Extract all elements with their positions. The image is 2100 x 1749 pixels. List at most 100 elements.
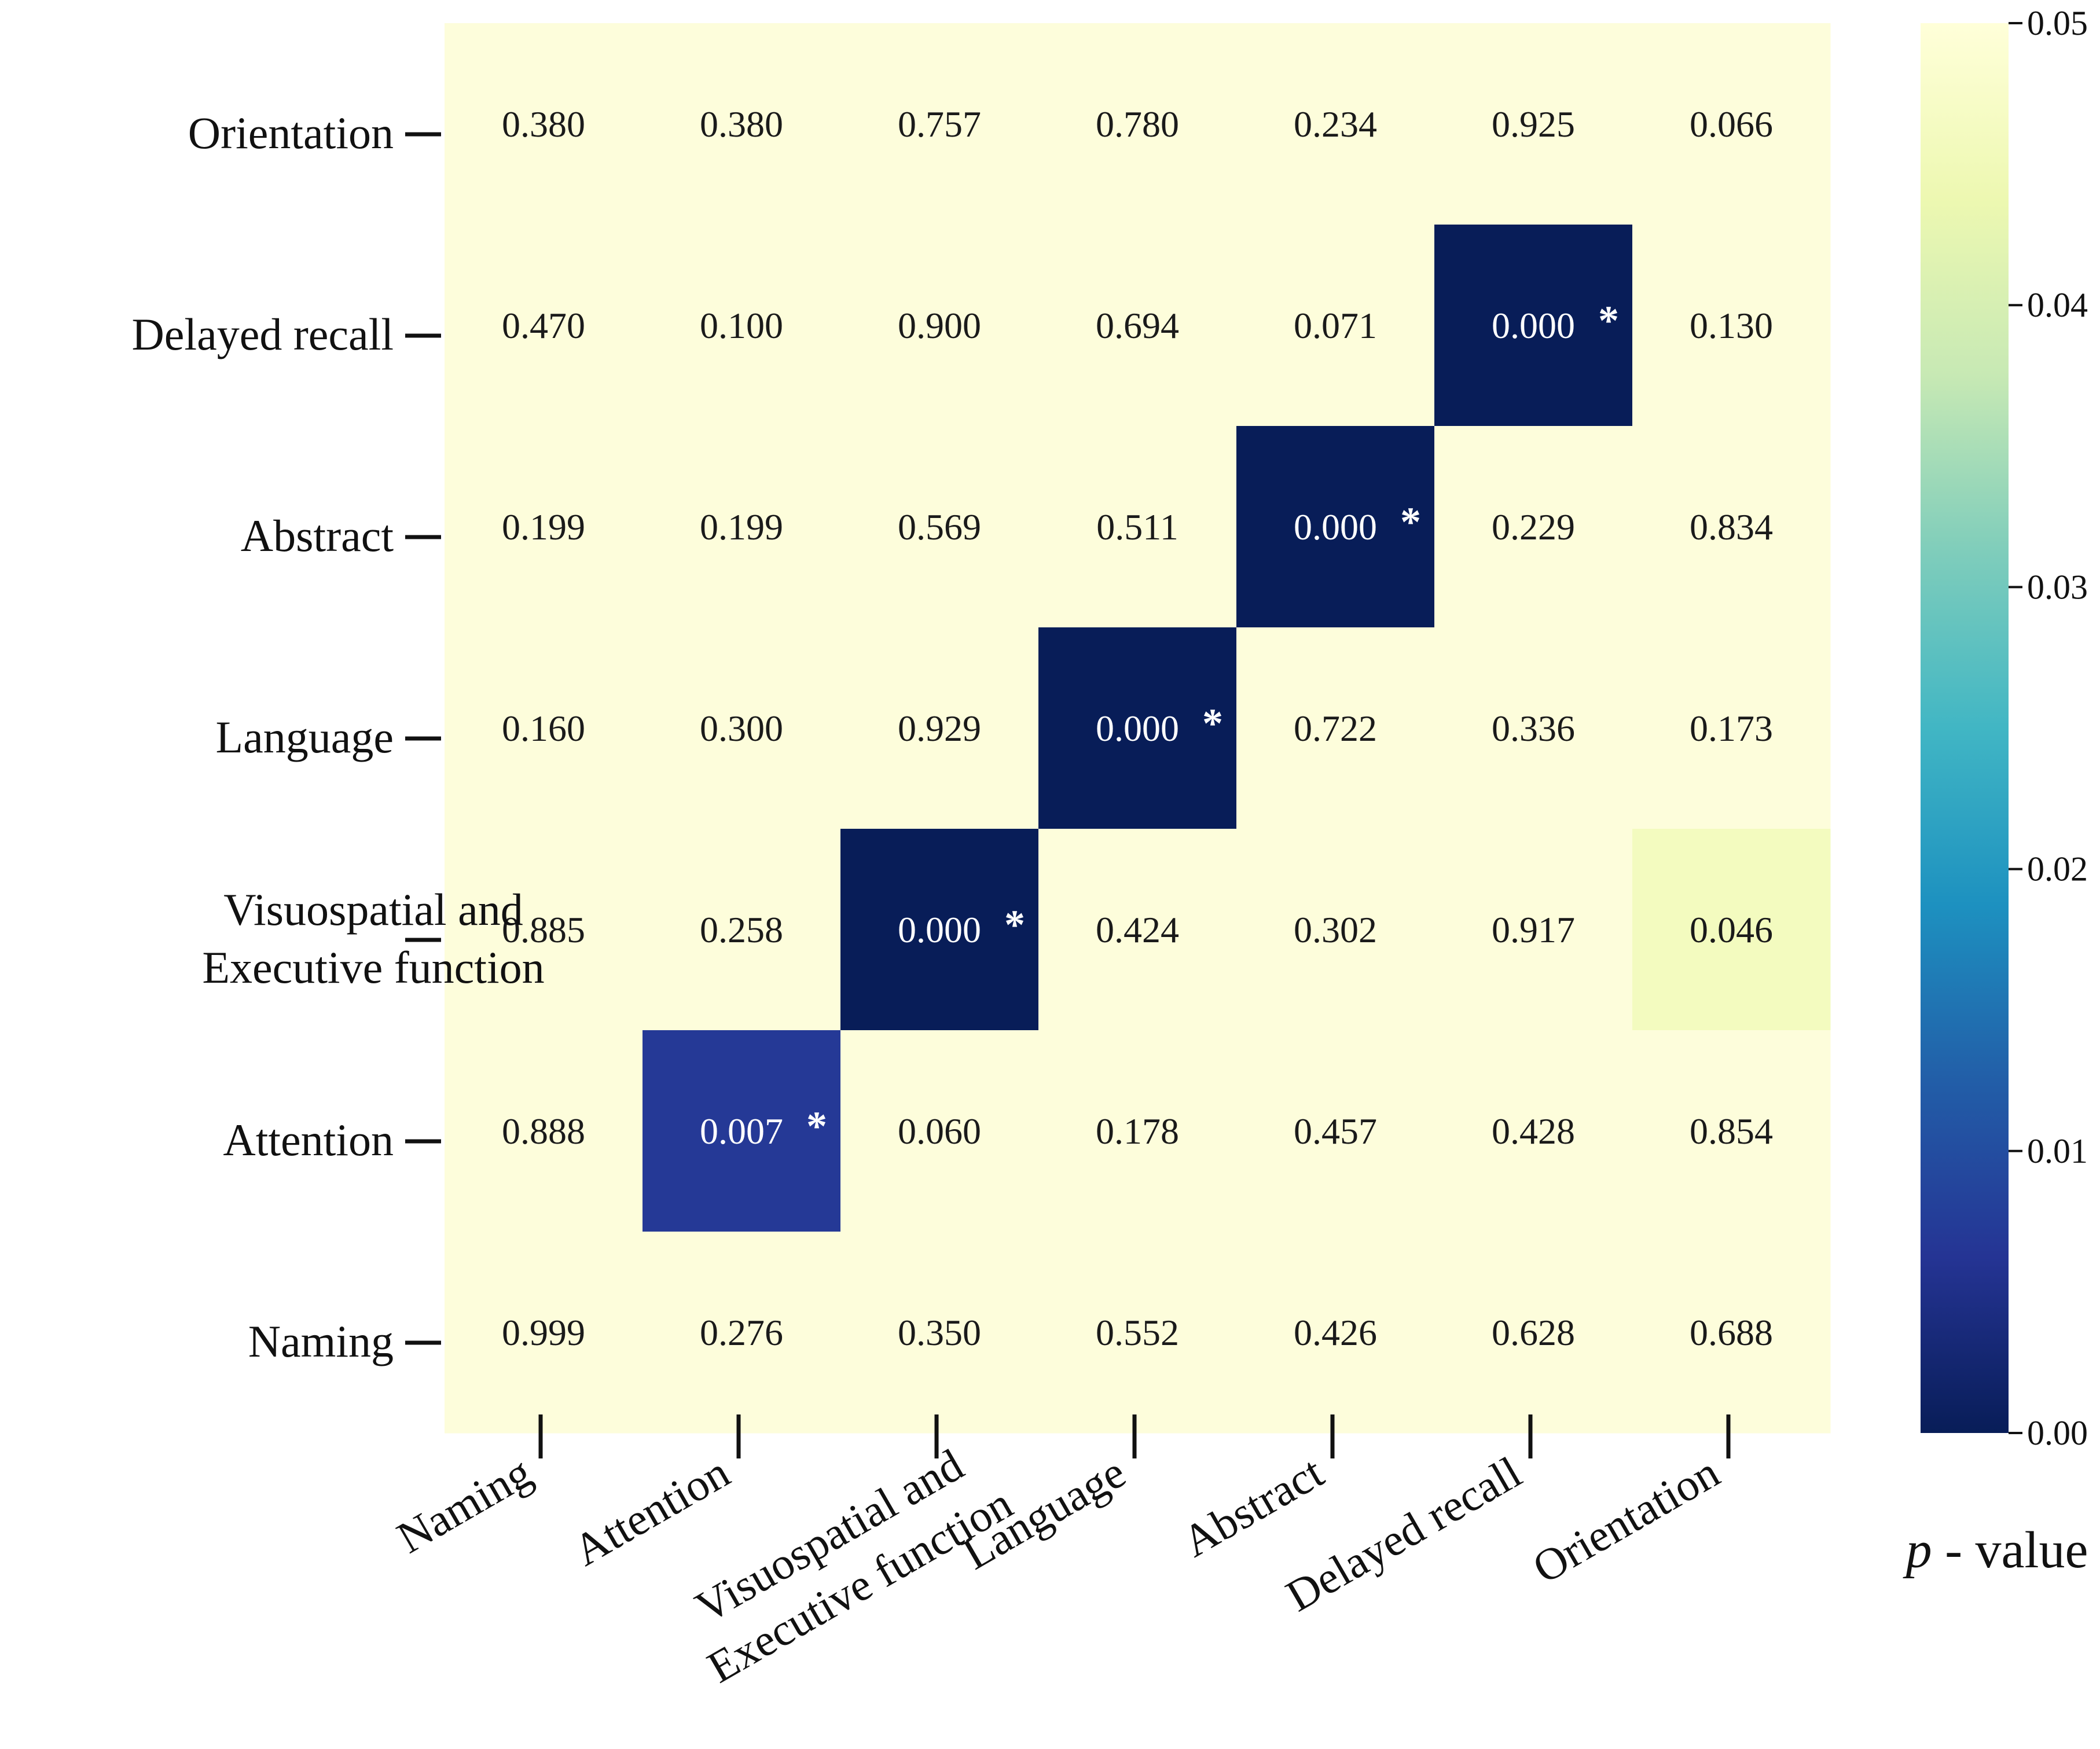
y-tick-label-orientation: Orientation	[188, 108, 394, 158]
cell-abstract-x-orientation-value: 0.834	[1690, 506, 1773, 548]
cell-naming-x-visuospatial-and-executive-function-value: 0.350	[898, 1312, 981, 1353]
cell-visuospatial-and-executive-function-x-visuospatial-and-executive-function	[840, 829, 1039, 1031]
cell-naming-x-abstract	[1236, 1232, 1435, 1434]
cell-visuospatial-and-executive-function-x-visuospatial-and-executive-function-star: *	[1004, 902, 1025, 948]
cell-orientation-x-language	[1038, 23, 1237, 225]
cell-delayed-recall-x-delayed-recall	[1434, 225, 1633, 427]
cell-abstract-x-delayed-recall	[1434, 426, 1633, 628]
cell-orientation-x-delayed-recall	[1434, 23, 1633, 225]
cell-abstract-x-naming	[445, 426, 643, 628]
y-tick-label-naming: Naming	[248, 1316, 394, 1366]
cell-language-x-abstract	[1236, 627, 1435, 829]
cell-naming-x-orientation	[1632, 1232, 1831, 1434]
heatmap-cell-labels: 0.380 0.380 0.757 0.780 0.234 0.925 0.066 0.470…	[502, 104, 1773, 1353]
cell-orientation-x-naming	[445, 23, 643, 225]
cell-visuospatial-and-executive-function-x-visuospatial-and-executive-function-value: 0.000	[898, 909, 981, 950]
cell-attention-x-visuospatial-and-executive-function	[840, 1030, 1039, 1232]
cell-delayed-recall-x-visuospatial-and-executive-function	[840, 225, 1039, 427]
colorbar-tick-label-0.04: 0.04	[2027, 286, 2088, 324]
cell-language-x-abstract-value: 0.722	[1294, 708, 1377, 749]
x-tick-label-abstract: Abstract	[1174, 1446, 1332, 1567]
cell-attention-x-attention	[643, 1030, 841, 1232]
cell-abstract-x-orientation	[1632, 426, 1831, 628]
cell-naming-x-visuospatial-and-executive-function	[840, 1232, 1039, 1434]
cell-delayed-recall-x-abstract-value: 0.071	[1294, 305, 1377, 346]
cell-delayed-recall-x-visuospatial-and-executive-function-value: 0.900	[898, 305, 981, 346]
cell-language-x-delayed-recall-value: 0.336	[1492, 708, 1575, 749]
cell-visuospatial-and-executive-function-x-language-value: 0.424	[1096, 909, 1179, 950]
cell-naming-x-attention	[643, 1232, 841, 1434]
cell-delayed-recall-x-delayed-recall-star: *	[1598, 297, 1619, 344]
cell-delayed-recall-x-attention-value: 0.100	[700, 305, 783, 346]
cell-attention-x-visuospatial-and-executive-function-value: 0.060	[898, 1111, 981, 1152]
cell-attention-x-orientation-value: 0.854	[1690, 1111, 1773, 1152]
colorbar-tick-label-0.00: 0.00	[2027, 1414, 2088, 1452]
cell-visuospatial-and-executive-function-x-orientation	[1632, 829, 1831, 1031]
cell-delayed-recall-x-naming	[445, 225, 643, 427]
cell-orientation-x-abstract	[1236, 23, 1435, 225]
colorbar-tick-label-0.03: 0.03	[2027, 568, 2088, 606]
cell-delayed-recall-x-language-value: 0.694	[1096, 305, 1179, 346]
cell-abstract-x-abstract	[1236, 426, 1435, 628]
cell-abstract-x-abstract-value: 0.000	[1294, 506, 1377, 548]
x-tick-label-naming: Naming	[388, 1446, 539, 1563]
heatmap-cells	[445, 23, 1831, 1434]
cell-naming-x-naming-value: 0.999	[502, 1312, 585, 1353]
colorbar-tick-label-0.01: 0.01	[2027, 1132, 2088, 1170]
cell-attention-x-naming	[445, 1030, 643, 1232]
cell-abstract-x-attention-value: 0.199	[700, 506, 783, 548]
cell-orientation-x-naming-value: 0.380	[502, 104, 585, 145]
colorbar-gradient	[1921, 23, 2009, 1433]
cell-delayed-recall-x-delayed-recall-value: 0.000	[1492, 305, 1575, 346]
cell-language-x-visuospatial-and-executive-function	[840, 627, 1039, 829]
y-tick-label-abstract: Abstract	[241, 510, 394, 561]
cell-delayed-recall-x-orientation-value: 0.130	[1690, 305, 1773, 346]
cell-visuospatial-and-executive-function-x-abstract-value: 0.302	[1294, 909, 1377, 950]
cell-abstract-x-visuospatial-and-executive-function-value: 0.569	[898, 506, 981, 548]
cell-abstract-x-delayed-recall-value: 0.229	[1492, 506, 1575, 548]
cell-orientation-x-attention	[643, 23, 841, 225]
cell-attention-x-abstract	[1236, 1030, 1435, 1232]
cell-language-x-language-value: 0.000	[1096, 708, 1179, 749]
cell-abstract-x-language-value: 0.511	[1096, 506, 1179, 548]
cell-naming-x-language	[1038, 1232, 1237, 1434]
cell-orientation-x-visuospatial-and-executive-function-value: 0.757	[898, 104, 981, 145]
cell-attention-x-attention-star: *	[806, 1103, 827, 1149]
colorbar-label: p - value	[1903, 1522, 2088, 1579]
cell-naming-x-naming	[445, 1232, 643, 1434]
cell-naming-x-orientation-value: 0.688	[1690, 1312, 1773, 1353]
cell-delayed-recall-x-orientation	[1632, 225, 1831, 427]
cell-delayed-recall-x-abstract	[1236, 225, 1435, 427]
cell-attention-x-naming-value: 0.888	[502, 1111, 585, 1152]
cell-attention-x-language	[1038, 1030, 1237, 1232]
y-axis: Orientation Delayed recall Abstract Languag…	[131, 108, 544, 1366]
y-tick-label-language: Language	[215, 712, 394, 762]
x-tick-label-orientation: Orientation	[1524, 1446, 1727, 1593]
cell-abstract-x-visuospatial-and-executive-function	[840, 426, 1039, 628]
cell-visuospatial-and-executive-function-x-abstract	[1236, 829, 1435, 1031]
cell-abstract-x-naming-value: 0.199	[502, 506, 585, 548]
cell-abstract-x-abstract-star: *	[1400, 499, 1421, 545]
cell-attention-x-abstract-value: 0.457	[1294, 1111, 1377, 1152]
cell-attention-x-language-value: 0.178	[1096, 1111, 1179, 1152]
cell-language-x-visuospatial-and-executive-function-value: 0.929	[898, 708, 981, 749]
cell-language-x-language-star: *	[1202, 700, 1223, 747]
cell-orientation-x-attention-value: 0.380	[700, 104, 783, 145]
cell-naming-x-delayed-recall	[1434, 1232, 1633, 1434]
cell-language-x-language	[1038, 627, 1237, 829]
cell-naming-x-language-value: 0.552	[1096, 1312, 1179, 1353]
cell-visuospatial-and-executive-function-x-delayed-recall	[1434, 829, 1633, 1031]
cell-language-x-orientation	[1632, 627, 1831, 829]
cell-orientation-x-visuospatial-and-executive-function	[840, 23, 1039, 225]
cell-visuospatial-and-executive-function-x-orientation-value: 0.046	[1690, 909, 1773, 950]
cell-delayed-recall-x-language	[1038, 225, 1237, 427]
cell-orientation-x-delayed-recall-value: 0.925	[1492, 104, 1575, 145]
y-tick-label-visuospatial-and-executive-function: Visuospatial and Executive function	[202, 884, 544, 993]
x-tick-label-attention: Attention	[565, 1446, 738, 1575]
cell-orientation-x-orientation	[1632, 23, 1831, 225]
cell-naming-x-attention-value: 0.276	[700, 1312, 783, 1353]
cell-naming-x-delayed-recall-value: 0.628	[1492, 1312, 1575, 1353]
cell-attention-x-delayed-recall	[1434, 1030, 1633, 1232]
